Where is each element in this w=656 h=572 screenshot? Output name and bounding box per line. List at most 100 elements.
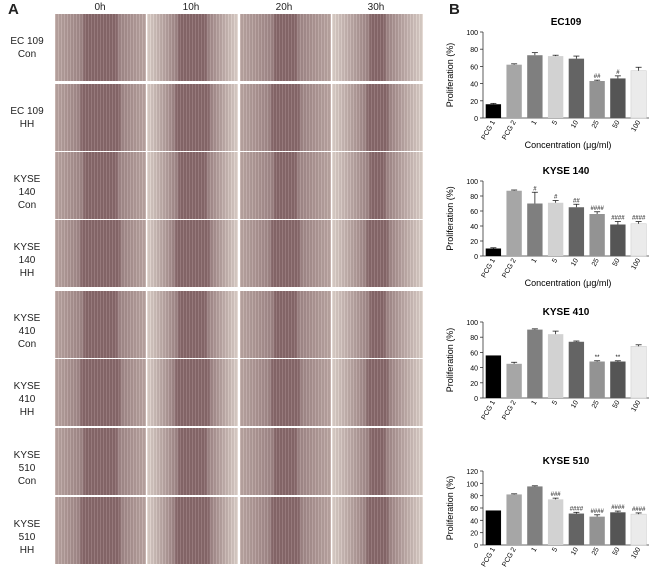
migration-image-tile	[147, 291, 238, 358]
migration-image-tile	[240, 152, 331, 219]
migration-image-tile	[147, 359, 238, 426]
row-label: KYSE 510 HH	[4, 518, 50, 557]
row-label-treatment: Con	[17, 48, 37, 60]
significance-marker: #	[616, 70, 620, 76]
x-tick-label: PCG 2	[501, 119, 518, 141]
migration-image-tile	[332, 428, 423, 495]
significance-marker: ####	[632, 216, 646, 222]
y-tick-label: 0	[474, 254, 478, 261]
row-label: KYSE 410 Con	[4, 312, 50, 351]
row-label: EC 109 HH	[4, 105, 50, 131]
migration-image-tile	[55, 291, 146, 358]
bar	[485, 104, 502, 118]
y-tick-label: 80	[470, 47, 478, 54]
y-tick-label: 100	[466, 320, 478, 327]
migration-image-tile	[240, 14, 331, 81]
x-tick-label: PCG 2	[501, 546, 518, 567]
x-tick-label: 100	[630, 546, 642, 560]
migration-image-tile	[240, 220, 331, 287]
bar	[506, 190, 522, 256]
row-label-cell-line: KYSE 410	[13, 380, 41, 405]
x-tick-label: 10	[570, 399, 580, 409]
migration-image-tile	[240, 359, 331, 426]
bar	[506, 494, 522, 545]
significance-marker: #	[533, 186, 537, 192]
x-tick-label: PCG 1	[481, 399, 498, 421]
x-tick-label: 5	[551, 546, 559, 553]
y-tick-label: 100	[466, 179, 478, 186]
bar	[506, 64, 522, 118]
migration-image-tile	[147, 152, 238, 219]
row-label-cell-line: KYSE 510	[13, 449, 41, 474]
row-label-cell-line: KYSE 410	[13, 312, 41, 337]
migration-image-tile	[147, 497, 238, 564]
y-tick-label: 40	[470, 366, 478, 373]
bar	[485, 510, 502, 545]
bar	[547, 334, 564, 398]
timepoint-label-10h: 10h	[182, 2, 200, 13]
y-tick-label: 20	[470, 239, 478, 246]
bar	[568, 207, 585, 256]
bar	[589, 214, 605, 256]
x-tick-label: 50	[612, 546, 622, 556]
row-label-treatment: Con	[17, 338, 37, 350]
bar	[589, 361, 605, 398]
migration-image-tile	[332, 152, 423, 219]
panel-b-proliferation-charts: B EC109 Proliferation (%) 0 20 40 60 80 100 PCG …	[440, 0, 656, 572]
panel-b-letter: B	[449, 1, 460, 18]
timepoint-label-20h: 20h	[275, 2, 293, 13]
bar	[568, 58, 585, 118]
bar	[547, 56, 564, 118]
significance-marker: ####	[611, 216, 625, 222]
bar	[527, 486, 543, 545]
migration-image-tile	[240, 291, 331, 358]
migration-image-tile	[332, 497, 423, 564]
y-tick-label: 80	[470, 335, 478, 342]
y-tick-label: 60	[470, 506, 478, 513]
row-label: KYSE 510 Con	[4, 449, 50, 488]
significance-marker: ####	[611, 505, 625, 511]
migration-image-tile	[332, 291, 423, 358]
bar	[630, 70, 647, 119]
bar	[589, 516, 605, 545]
row-label-cell-line: KYSE 140	[13, 173, 41, 198]
row-label-treatment: HH	[19, 406, 35, 418]
significance-marker: ##	[594, 74, 601, 80]
y-tick-label: 60	[470, 64, 478, 71]
chart-title: KYSE 140	[543, 166, 590, 177]
x-tick-label: 1	[531, 119, 539, 126]
bar	[506, 363, 522, 398]
row-label-treatment: HH	[19, 267, 35, 279]
migration-image-tile	[55, 497, 146, 564]
y-tick-label: 100	[466, 30, 478, 37]
significance-marker: ####	[590, 509, 604, 515]
x-tick-label: 25	[591, 399, 601, 409]
significance-marker: ##	[573, 198, 580, 204]
y-tick-label: 40	[470, 518, 478, 525]
significance-marker: ####	[570, 506, 584, 512]
y-tick-label: 0	[474, 396, 478, 403]
x-tick-label: PCG 1	[481, 546, 498, 567]
x-tick-label: PCG 1	[481, 119, 498, 141]
y-axis-label: Proliferation (%)	[445, 43, 455, 108]
timepoint-label-0h: 0h	[94, 2, 106, 13]
row-label: KYSE 410 HH	[4, 380, 50, 419]
chart-title: KYSE 410	[543, 307, 590, 318]
migration-image-tile	[55, 14, 146, 81]
y-tick-label: 80	[470, 194, 478, 201]
bar	[610, 78, 626, 118]
y-tick-label: 120	[466, 469, 478, 476]
timepoint-label-30h: 30h	[367, 2, 385, 13]
chart-title: KYSE 510	[543, 456, 590, 467]
bar	[630, 346, 647, 399]
y-tick-label: 0	[474, 116, 478, 123]
migration-image-tile	[147, 84, 238, 151]
x-tick-label: PCG 2	[501, 399, 518, 421]
migration-image-tile	[240, 497, 331, 564]
bar	[547, 499, 564, 545]
migration-image-tile	[332, 220, 423, 287]
x-tick-label: PCG 1	[481, 257, 498, 279]
row-label: KYSE 140 Con	[4, 173, 50, 212]
x-axis-label: Concentration (μg/ml)	[525, 278, 612, 288]
